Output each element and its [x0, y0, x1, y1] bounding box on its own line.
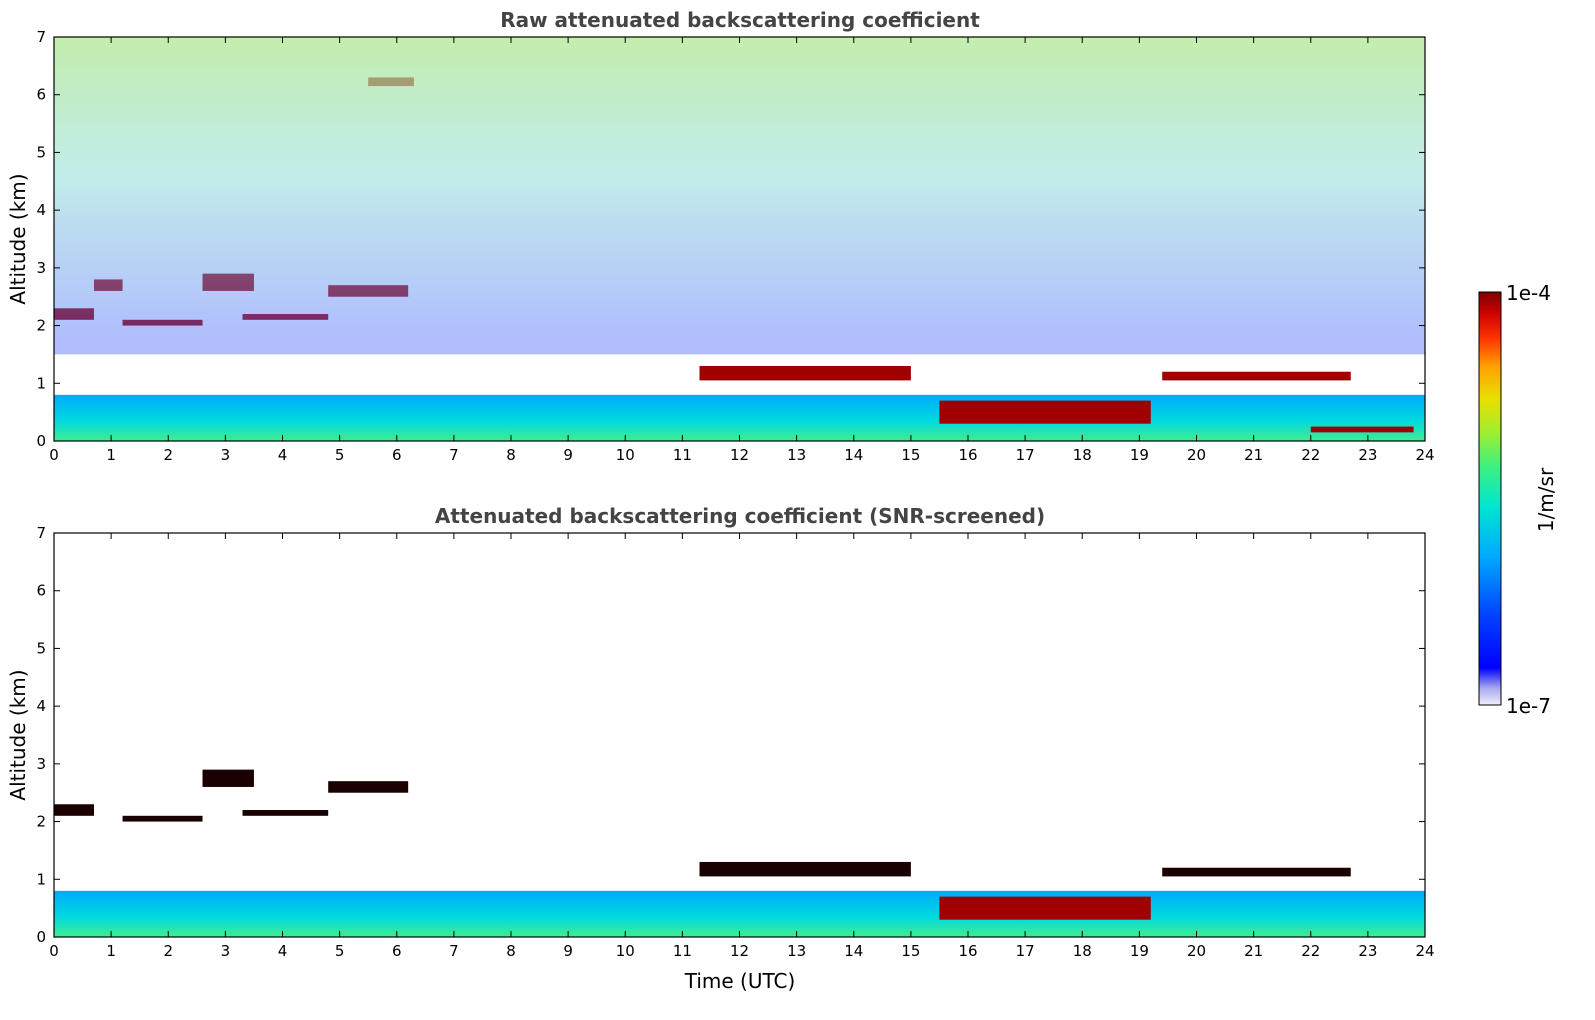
colorbar-max-label: 1e-4 [1506, 281, 1551, 305]
x-tick-label: 23 [1358, 446, 1377, 464]
y-tick-label: 6 [36, 582, 46, 600]
colorbar: 1e-4 1e-7 1/m/sr [1478, 281, 1558, 718]
x-tick-label: 16 [958, 446, 977, 464]
x-axis-label: Time (UTC) [684, 969, 796, 993]
colorbar-gradient [1478, 291, 1502, 706]
x-tick-label: 13 [787, 942, 806, 960]
x-tick-label: 16 [958, 942, 977, 960]
y-tick-label: 0 [36, 928, 46, 946]
y-tick-label: 5 [36, 143, 46, 161]
x-tick-label: 12 [730, 446, 749, 464]
feature-low-cloud [1310, 426, 1414, 433]
x-tick-label: 17 [1016, 446, 1035, 464]
x-tick-label: 11 [673, 446, 692, 464]
x-tick-label: 21 [1244, 446, 1263, 464]
y-tick-label: 3 [36, 259, 46, 277]
x-tick-label: 12 [730, 942, 749, 960]
y-tick-label: 1 [36, 374, 46, 392]
x-tick-label: 8 [506, 942, 516, 960]
feature-cloud [202, 769, 254, 787]
x-tick-label: 0 [49, 942, 59, 960]
x-tick-label: 20 [1187, 446, 1206, 464]
x-tick-label: 13 [787, 446, 806, 464]
x-axis-ticks: 0 1 2 3 4 5 6 7 8 9 10 11 12 13 14 15 16 17 18 19 20 21 22 23 24 [49, 37, 1435, 464]
y-tick-label: 1 [36, 870, 46, 888]
feature-boundary-layer [54, 394, 1425, 441]
feature-cloud [699, 365, 911, 381]
x-tick-label: 15 [901, 942, 920, 960]
y-tick-label: 0 [36, 432, 46, 450]
x-tick-label: 5 [335, 446, 345, 464]
y-tick-label: 2 [36, 813, 46, 831]
panel-title: Attenuated backscattering coefficient (S… [435, 504, 1045, 528]
x-tick-label: 1 [106, 942, 116, 960]
x-tick-label: 3 [221, 446, 231, 464]
x-tick-label: 20 [1187, 942, 1206, 960]
x-tick-label: 19 [1130, 942, 1149, 960]
x-tick-label: 14 [844, 446, 863, 464]
x-tick-label: 23 [1358, 942, 1377, 960]
x-tick-label: 4 [278, 446, 288, 464]
y-tick-label: 7 [36, 524, 46, 542]
x-tick-label: 15 [901, 446, 920, 464]
x-tick-label: 0 [49, 446, 59, 464]
x-tick-label: 5 [335, 942, 345, 960]
feature-cloud [54, 804, 94, 816]
feature-cloud [1162, 371, 1351, 381]
y-tick-label: 5 [36, 639, 46, 657]
heatmap-features [54, 37, 1425, 441]
colorbar-unit-label: 1/m/sr [1534, 467, 1558, 532]
y-tick-label: 7 [36, 28, 46, 46]
x-tick-label: 6 [392, 446, 402, 464]
x-tick-label: 2 [163, 446, 173, 464]
x-tick-label: 3 [221, 942, 231, 960]
x-tick-label: 4 [278, 942, 288, 960]
feature-cloud [1162, 867, 1351, 877]
x-tick-label: 6 [392, 942, 402, 960]
y-tick-label: 3 [36, 755, 46, 773]
x-tick-label: 7 [449, 942, 459, 960]
x-tick-label: 21 [1244, 942, 1263, 960]
snr-screened-panel: 0 1 2 3 4 5 6 7 8 9 10 11 12 13 14 15 16 17 18 19 20 21 22 23 24… [6, 504, 1435, 993]
feature-noise [54, 37, 1425, 355]
x-tick-label: 14 [844, 942, 863, 960]
x-tick-label: 18 [1073, 942, 1092, 960]
y-axis-label: Altitude (km) [6, 173, 30, 304]
colorbar-min-label: 1e-7 [1506, 694, 1551, 718]
y-axis-label: Altitude (km) [6, 669, 30, 800]
x-tick-label: 10 [616, 446, 635, 464]
heatmap-features [54, 769, 1425, 937]
y-tick-label: 2 [36, 317, 46, 335]
x-tick-label: 9 [563, 446, 573, 464]
feature-low-cloud [939, 400, 1151, 424]
x-tick-label: 7 [449, 446, 459, 464]
x-tick-label: 17 [1016, 942, 1035, 960]
feature-cloud [328, 781, 409, 793]
y-axis-ticks: 0 1 2 3 4 5 6 7 [36, 524, 1425, 946]
x-tick-label: 22 [1301, 446, 1320, 464]
feature-cloud [122, 815, 203, 822]
feature-boundary-layer [54, 890, 1425, 937]
x-tick-label: 9 [563, 942, 573, 960]
x-tick-label: 10 [616, 942, 635, 960]
x-tick-label: 22 [1301, 942, 1320, 960]
x-tick-label: 1 [106, 446, 116, 464]
x-axis-ticks: 0 1 2 3 4 5 6 7 8 9 10 11 12 13 14 15 16 17 18 19 20 21 22 23 24 [49, 533, 1435, 960]
panel-title: Raw attenuated backscattering coefficien… [500, 8, 980, 32]
y-tick-label: 4 [36, 697, 46, 715]
raw-backscatter-panel: 0 1 2 3 4 5 6 7 8 9 10 11 12 13 14 15 16 17 18 19 20 21 22 23 24… [6, 8, 1435, 464]
x-tick-label: 18 [1073, 446, 1092, 464]
y-tick-label: 4 [36, 201, 46, 219]
x-tick-label: 2 [163, 942, 173, 960]
feature-cloud [699, 861, 911, 877]
y-tick-label: 6 [36, 86, 46, 104]
feature-cloud [242, 810, 329, 816]
x-tick-label: 11 [673, 942, 692, 960]
x-tick-label: 19 [1130, 446, 1149, 464]
x-tick-label: 8 [506, 446, 516, 464]
x-tick-label: 24 [1415, 942, 1434, 960]
feature-low-cloud [939, 896, 1151, 920]
x-tick-label: 24 [1415, 446, 1434, 464]
y-axis-ticks: 0 1 2 3 4 5 6 7 [36, 28, 1425, 450]
